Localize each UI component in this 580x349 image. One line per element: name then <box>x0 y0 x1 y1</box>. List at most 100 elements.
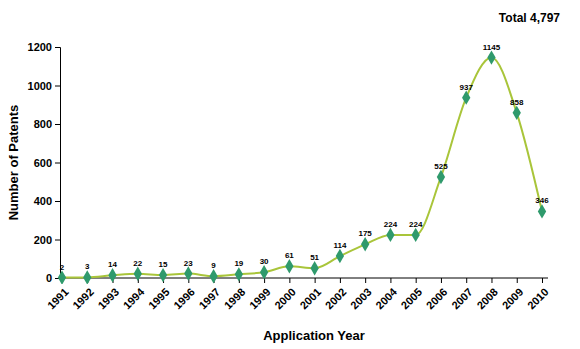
x-tick-label: 1995 <box>146 286 172 312</box>
data-point <box>336 249 344 263</box>
x-tick-mark <box>390 278 391 283</box>
data-label: 346 <box>535 196 549 205</box>
x-tick-mark <box>365 278 366 283</box>
data-label: 51 <box>310 253 319 262</box>
x-tick: 2008 <box>474 278 500 311</box>
x-tick: 1996 <box>171 278 197 311</box>
series-line <box>62 58 542 278</box>
y-tick-mark <box>55 201 60 202</box>
data-label: 224 <box>409 220 423 229</box>
x-tick-label: 1993 <box>95 286 121 312</box>
data-label: 175 <box>358 229 372 238</box>
data-point <box>386 228 394 242</box>
x-tick-label: 2008 <box>474 286 500 312</box>
data-point <box>361 237 369 251</box>
data-label: 525 <box>434 162 448 171</box>
x-tick: 2006 <box>424 278 450 311</box>
y-tick-label: 200 <box>34 234 52 246</box>
x-tick-mark <box>340 278 341 283</box>
x-tick: 1998 <box>222 278 248 311</box>
y-tick: 1200 <box>28 41 60 53</box>
data-point <box>513 106 521 120</box>
data-point <box>108 268 116 282</box>
x-tick-label: 1999 <box>247 286 273 312</box>
x-tick: 1993 <box>95 278 121 311</box>
x-tick-mark <box>289 278 290 283</box>
x-axis-title: Application Year <box>263 328 365 343</box>
x-tick: 2001 <box>297 278 323 311</box>
x-tick: 2009 <box>500 278 526 311</box>
y-tick-label: 1000 <box>28 80 52 92</box>
x-tick-label: 2007 <box>449 286 475 312</box>
data-point <box>159 268 167 282</box>
x-tick: 2004 <box>373 278 399 311</box>
y-tick: 600 <box>34 157 60 169</box>
data-label: 9 <box>211 261 216 270</box>
x-tick-label: 1996 <box>171 286 197 312</box>
annotation: Total 4,797 <box>499 11 560 25</box>
x-tick: 1997 <box>196 278 222 311</box>
y-tick: 200 <box>34 234 60 246</box>
x-tick-label: 1994 <box>121 285 147 311</box>
data-point <box>462 90 470 104</box>
y-axis: 020040060080010001200 <box>28 41 61 284</box>
data-label: 2 <box>60 263 65 272</box>
data-point <box>83 270 91 284</box>
data-point <box>285 259 293 273</box>
y-tick-label: 1200 <box>28 41 52 53</box>
y-tick: 1000 <box>28 80 60 92</box>
x-tick-mark <box>315 278 316 283</box>
x-axis-line <box>60 278 548 279</box>
x-tick-mark <box>416 278 417 283</box>
data-point <box>184 266 192 280</box>
x-tick: 1991 <box>45 278 71 311</box>
data-label: 23 <box>184 259 193 268</box>
x-tick-label: 1992 <box>70 286 96 312</box>
data-label: 114 <box>333 241 346 250</box>
data-point <box>209 269 217 283</box>
data-label: 22 <box>133 259 142 268</box>
data-label: 858 <box>510 98 524 107</box>
data-point <box>235 267 243 281</box>
x-tick: 2002 <box>323 278 349 311</box>
x-tick-label: 1998 <box>222 286 248 312</box>
x-tick-label: 2006 <box>424 286 450 312</box>
y-tick: 400 <box>34 195 60 207</box>
data-point <box>310 261 318 275</box>
x-tick-mark <box>542 278 543 283</box>
data-label: 937 <box>460 83 474 92</box>
x-tick-mark <box>466 278 467 283</box>
data-labels: 2314221523919306151114175224224525937114… <box>60 43 549 272</box>
x-tick: 1994 <box>121 278 147 311</box>
x-tick: 2007 <box>449 278 475 311</box>
data-label: 3 <box>85 262 90 271</box>
data-point <box>487 50 495 64</box>
x-tick-mark <box>441 278 442 283</box>
y-tick-label: 400 <box>34 195 52 207</box>
x-tick-label: 1997 <box>196 286 222 312</box>
x-tick-label: 2010 <box>525 286 551 312</box>
x-tick-label: 2009 <box>500 286 526 312</box>
x-tick: 1999 <box>247 278 273 311</box>
x-tick-mark <box>517 278 518 283</box>
x-tick-label: 2000 <box>272 286 298 312</box>
data-label: 61 <box>285 251 294 260</box>
data-point <box>58 270 66 284</box>
x-tick: 2010 <box>525 278 551 311</box>
x-tick: 1992 <box>70 278 96 311</box>
data-point <box>538 204 546 218</box>
data-point <box>437 170 445 184</box>
y-tick-mark <box>55 240 60 241</box>
data-label: 19 <box>234 259 243 268</box>
y-tick-mark <box>55 124 60 125</box>
y-axis-title: Number of Patents <box>6 105 21 221</box>
data-label: 14 <box>108 260 117 269</box>
data-label: 30 <box>260 257 269 266</box>
data-label: 15 <box>159 260 168 269</box>
y-tick-label: 600 <box>34 157 52 169</box>
x-tick-label: 2002 <box>323 286 349 312</box>
y-tick-mark <box>55 86 60 87</box>
y-tick-label: 800 <box>34 118 52 130</box>
data-point <box>134 267 142 281</box>
x-tick: 2003 <box>348 278 374 311</box>
